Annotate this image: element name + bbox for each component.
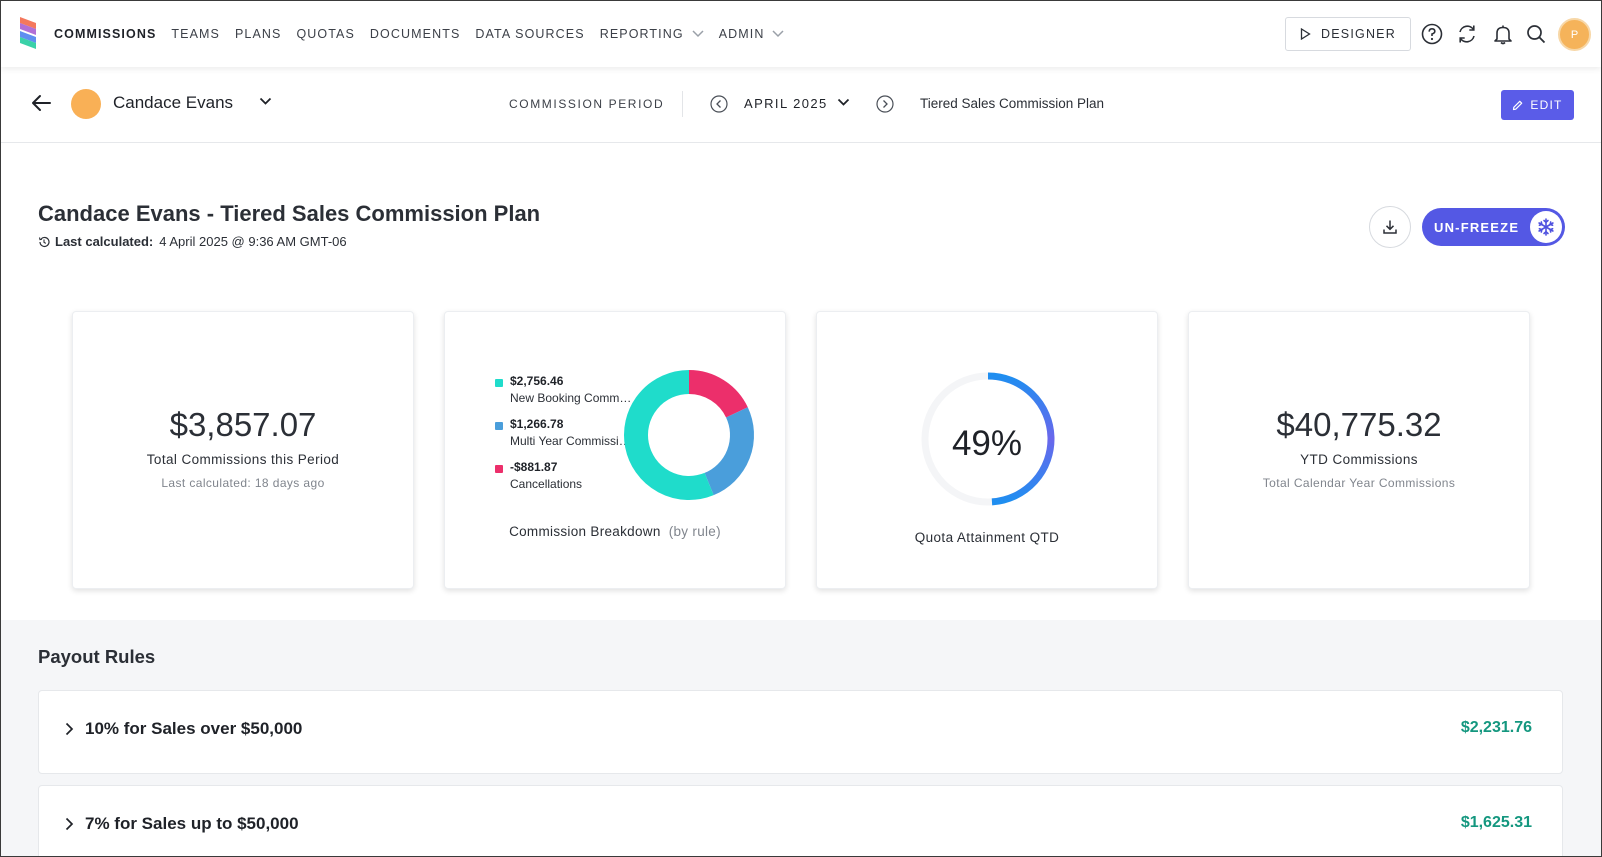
legend-name: Cancellations — [510, 477, 583, 491]
edit-button[interactable]: EDIT — [1501, 90, 1574, 120]
ytd-commissions-caption: YTD Commissions — [1300, 452, 1418, 467]
unfreeze-button[interactable]: UN-FREEZE — [1422, 208, 1565, 246]
last-calc-value: 4 April 2025 @ 9:36 AM GMT-06 — [159, 234, 347, 249]
chevron-down-icon — [772, 30, 784, 38]
nav-plans[interactable]: PLANS — [234, 27, 282, 41]
snowflake-icon — [1530, 211, 1562, 243]
payout-rule-row[interactable]: 10% for Sales over $50,000 $2,231.76 — [38, 690, 1563, 774]
app-logo[interactable] — [16, 15, 40, 53]
ytd-commissions-sub: Total Calendar Year Commissions — [1262, 476, 1456, 490]
legend-value: $1,266.78 — [510, 417, 564, 431]
page-title-plan: Tiered Sales Commission Plan — [220, 201, 541, 226]
legend-value: -$881.87 — [510, 460, 558, 474]
divider — [682, 91, 683, 117]
commission-donut-chart[interactable] — [623, 369, 755, 501]
play-icon — [1300, 28, 1311, 40]
nav-commissions[interactable]: COMMISSIONS — [54, 27, 157, 41]
ytd-commissions-card: $40,775.32 YTD Commissions Total Calenda… — [1188, 311, 1530, 589]
selected-user-name[interactable]: Candace Evans — [113, 93, 234, 112]
search-icon[interactable] — [1523, 21, 1549, 47]
donut-slice[interactable] — [688, 370, 748, 419]
nav-quotas[interactable]: QUOTAS — [296, 27, 355, 41]
nav-reporting[interactable]: REPORTING — [600, 27, 704, 41]
last-calc-label: Last calculated: — [55, 234, 154, 249]
designer-button[interactable]: DESIGNER — [1285, 17, 1411, 51]
chevron-right-icon[interactable] — [65, 722, 74, 736]
total-commissions-card: $3,857.07 Total Commissions this Period … — [72, 311, 414, 589]
designer-label: DESIGNER — [1321, 27, 1396, 41]
gauge-progress — [987, 372, 1055, 506]
breakdown-caption-label: Commission Breakdown — [509, 524, 661, 539]
payout-rules-title: Payout Rules — [38, 646, 156, 667]
pencil-icon — [1513, 100, 1523, 110]
page-title-user: Candace Evans - — [38, 201, 221, 226]
previous-period-icon[interactable] — [710, 95, 728, 113]
user-avatar[interactable]: P — [1558, 18, 1591, 51]
nav-admin-label: ADMIN — [718, 27, 765, 41]
payout-rule-amount: $2,231.76 — [1460, 719, 1532, 736]
quota-caption: Quota Attainment QTD — [914, 530, 1060, 545]
refresh-icon[interactable] — [1454, 21, 1480, 47]
legend-swatch — [495, 422, 503, 430]
payout-rule-name: 10% for Sales over $50,000 — [85, 719, 303, 738]
legend-item[interactable]: $1,266.78 Multi Year Commission — [495, 417, 632, 460]
period-selector[interactable]: APRIL 2025 — [744, 96, 828, 111]
nav-teams[interactable]: TEAMS — [171, 27, 220, 41]
next-period-icon[interactable] — [876, 95, 894, 113]
commission-period-label: COMMISSION PERIOD — [509, 97, 665, 111]
breakdown-legend: $2,756.46 New Booking Commission $1,266.… — [495, 374, 632, 503]
payout-rule-row[interactable]: 7% for Sales up to $50,000 $1,625.31 — [38, 785, 1563, 856]
donut-slice[interactable] — [624, 370, 714, 500]
last-calculated: Last calculated: 4 April 2025 @ 9:36 AM … — [38, 234, 347, 249]
help-icon[interactable] — [1419, 21, 1445, 47]
legend-swatch — [495, 379, 503, 387]
payout-rule-name: 7% for Sales up to $50,000 — [85, 814, 299, 833]
ytd-commissions-value: $40,775.32 — [1276, 406, 1442, 443]
page-title: Candace Evans - Tiered Sales Commission … — [38, 201, 540, 227]
download-button[interactable] — [1369, 206, 1411, 248]
commission-breakdown-card: $2,756.46 New Booking Commission $1,266.… — [444, 311, 786, 589]
quota-attainment-card: 49% Quota Attainment QTD — [816, 311, 1158, 589]
sub-header: Candace Evans COMMISSION PERIOD APRIL 20… — [1, 67, 1601, 143]
legend-value: $2,756.46 — [510, 374, 564, 388]
unfreeze-label: UN-FREEZE — [1434, 219, 1520, 235]
legend-swatch — [495, 465, 503, 473]
payout-rule-amount: $1,625.31 — [1460, 814, 1532, 831]
total-commissions-sub: Last calculated: 18 days ago — [161, 476, 325, 490]
chevron-down-icon — [692, 30, 704, 38]
user-avatar-dot — [71, 89, 101, 119]
legend-name: Multi Year Commission — [510, 434, 632, 448]
chevron-right-icon[interactable] — [65, 817, 74, 831]
legend-item[interactable]: $2,756.46 New Booking Commission — [495, 374, 632, 417]
edit-label: EDIT — [1530, 98, 1563, 112]
plan-name-label: Tiered Sales Commission Plan — [920, 96, 1105, 111]
total-commissions-value: $3,857.07 — [169, 406, 317, 443]
bell-icon[interactable] — [1490, 21, 1516, 47]
donut-slice[interactable] — [704, 407, 754, 496]
back-arrow-icon[interactable] — [31, 94, 51, 112]
chevron-down-icon[interactable] — [259, 97, 272, 106]
nav-documents[interactable]: DOCUMENTS — [369, 27, 461, 41]
top-navigation: COMMISSIONS TEAMS PLANS QUOTAS DOCUMENTS… — [1, 1, 1601, 67]
breakdown-caption: Commission Breakdown (by rule) — [445, 524, 785, 539]
payout-rules-section: Payout Rules 10% for Sales over $50,000 … — [1, 620, 1601, 856]
nav-menu: COMMISSIONS TEAMS PLANS QUOTAS DOCUMENTS… — [54, 1, 799, 67]
nav-data-sources[interactable]: DATA SOURCES — [475, 27, 585, 41]
nav-admin[interactable]: ADMIN — [719, 27, 785, 41]
quota-gauge — [921, 372, 1055, 506]
quota-value: 49% — [951, 424, 1023, 463]
nav-reporting-label: REPORTING — [599, 27, 684, 41]
legend-name: New Booking Commission — [510, 391, 632, 405]
total-commissions-caption: Total Commissions this Period — [146, 452, 340, 467]
legend-item[interactable]: -$881.87 Cancellations — [495, 460, 619, 503]
history-icon — [38, 236, 50, 247]
download-icon — [1383, 220, 1397, 234]
breakdown-caption-muted: (by rule) — [668, 524, 721, 539]
chevron-down-icon[interactable] — [837, 98, 850, 107]
